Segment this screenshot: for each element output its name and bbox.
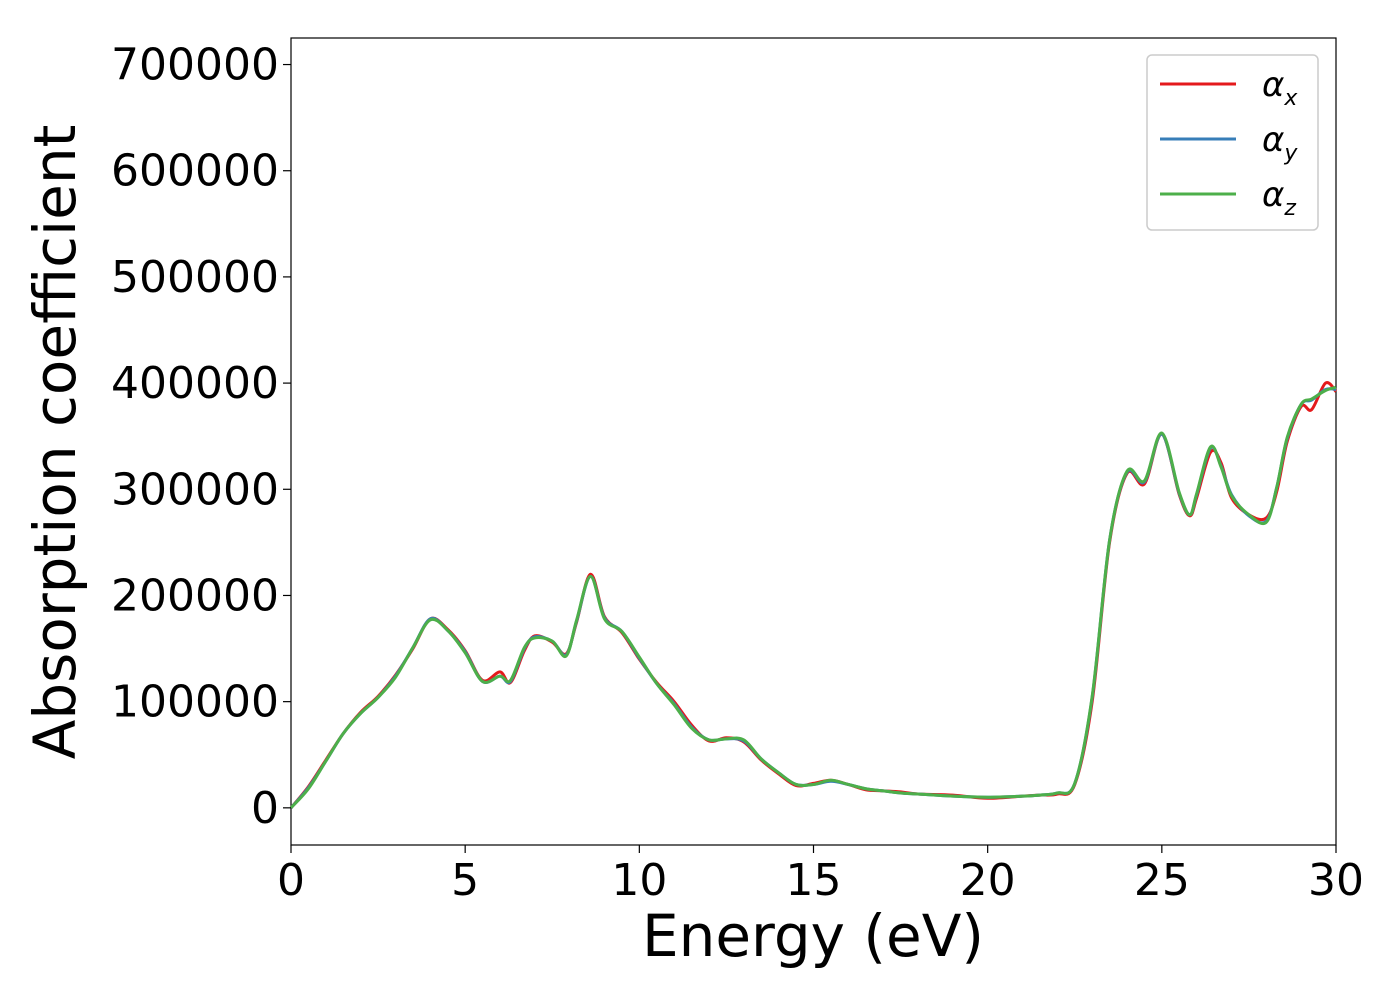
x-tick-label: 5 bbox=[451, 855, 479, 906]
y-tick-label: 300000 bbox=[111, 464, 279, 515]
y-tick-label: 100000 bbox=[111, 677, 279, 728]
y-tick-label: 0 bbox=[251, 783, 279, 834]
x-tick-label: 0 bbox=[277, 855, 305, 906]
y-tick-label: 700000 bbox=[111, 40, 279, 91]
x-axis-ticks: 0 5 10 15 20 25 30 bbox=[277, 845, 1364, 906]
series-line-z bbox=[289, 385, 1337, 809]
x-axis-title: Energy (eV) bbox=[642, 902, 984, 970]
y-tick-label: 500000 bbox=[111, 252, 279, 303]
y-tick-label: 400000 bbox=[111, 358, 279, 409]
series-layer bbox=[289, 381, 1338, 809]
x-tick-label: 15 bbox=[786, 855, 842, 906]
x-tick-label: 30 bbox=[1308, 855, 1364, 906]
legend-label-y: αy bbox=[1262, 120, 1298, 166]
legend-box bbox=[1146, 54, 1319, 231]
legend-label-z: αz bbox=[1262, 175, 1296, 221]
y-tick-label: 200000 bbox=[111, 570, 279, 621]
x-tick-label: 20 bbox=[960, 855, 1016, 906]
series-line-x bbox=[289, 381, 1338, 809]
x-tick-label: 25 bbox=[1134, 855, 1190, 906]
x-tick-label: 10 bbox=[611, 855, 667, 906]
legend: αx αy αz bbox=[1146, 54, 1319, 231]
series-line-y bbox=[289, 387, 1337, 809]
legend-label-x: αx bbox=[1262, 65, 1298, 111]
y-axis-ticks: 0 100000 200000 300000 400000 500000 600000 700… bbox=[111, 40, 291, 834]
y-axis-title: Absorption coefficient bbox=[21, 125, 89, 760]
y-tick-label: 600000 bbox=[111, 146, 279, 197]
